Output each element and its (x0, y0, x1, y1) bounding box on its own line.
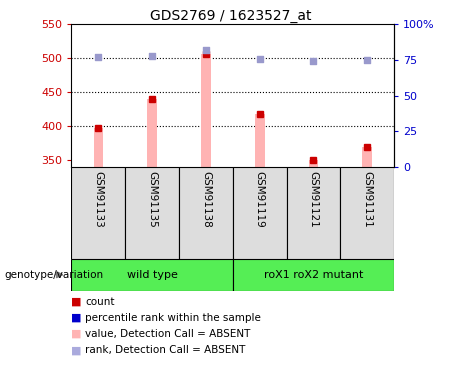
Text: ■: ■ (71, 345, 82, 355)
Bar (233, 167, 287, 259)
Text: ■: ■ (71, 313, 82, 323)
Text: GSM91135: GSM91135 (147, 171, 157, 228)
Bar (125, 167, 179, 259)
Text: rank, Detection Call = ABSENT: rank, Detection Call = ABSENT (85, 345, 246, 355)
Bar (340, 167, 394, 259)
Point (256, 56, 263, 62)
Bar (94, 128, 103, 167)
Text: GSM91121: GSM91121 (308, 171, 319, 228)
Point (95, 54, 102, 60)
Point (364, 57, 371, 63)
Text: GSM91119: GSM91119 (254, 171, 265, 228)
Point (148, 53, 156, 59)
Point (310, 58, 317, 64)
Bar (233, 259, 394, 291)
Text: value, Detection Call = ABSENT: value, Detection Call = ABSENT (85, 329, 251, 339)
Bar (287, 167, 340, 259)
Text: genotype/variation: genotype/variation (5, 270, 104, 280)
Bar (362, 147, 372, 167)
Text: ■: ■ (71, 329, 82, 339)
Text: GDS2769 / 1623527_at: GDS2769 / 1623527_at (150, 9, 311, 23)
Text: GSM91131: GSM91131 (362, 171, 372, 228)
Bar (201, 54, 211, 167)
Text: wild type: wild type (127, 270, 177, 280)
Text: GSM91138: GSM91138 (201, 171, 211, 228)
Text: count: count (85, 297, 115, 307)
Bar (255, 114, 265, 167)
Bar (71, 259, 233, 291)
Bar (148, 99, 157, 167)
Point (202, 47, 210, 53)
Bar (309, 160, 318, 167)
Text: ■: ■ (71, 297, 82, 307)
Text: roX1 roX2 mutant: roX1 roX2 mutant (264, 270, 363, 280)
Text: GSM91133: GSM91133 (93, 171, 103, 228)
Text: percentile rank within the sample: percentile rank within the sample (85, 313, 261, 323)
Bar (179, 167, 233, 259)
Bar (71, 167, 125, 259)
